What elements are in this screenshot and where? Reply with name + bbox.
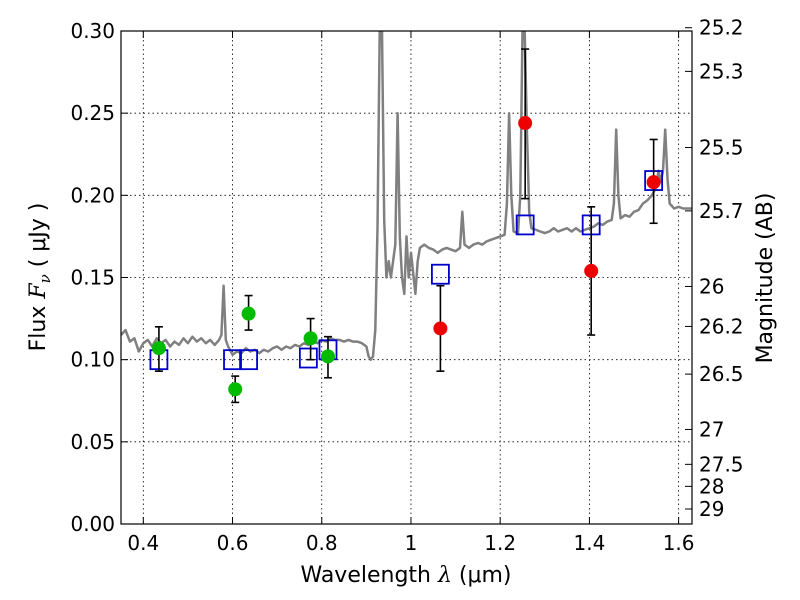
observed-point-marker: [433, 321, 448, 336]
model-square-marker: [431, 263, 450, 285]
y2-tick-label: 25.3: [699, 59, 744, 83]
y2-tick-label: 28: [699, 474, 724, 498]
x-axis-label: Wavelength λ (μm): [300, 563, 511, 588]
model-square-marker: [239, 349, 258, 371]
x-tick-label: 1.4: [573, 531, 605, 555]
observed-point-marker: [303, 331, 318, 346]
grid: [121, 31, 692, 524]
spectrum-line: [121, 31, 692, 361]
observed-point-marker: [646, 175, 661, 190]
model-square-marker: [515, 214, 535, 236]
x-tick-label: 1.2: [484, 531, 516, 555]
x-tick-label: 1: [405, 531, 418, 555]
y-tick-label: 0.15: [70, 266, 115, 290]
x-tick-label: 1.6: [663, 531, 695, 555]
y2-tick-label: 25.7: [699, 199, 744, 223]
y-tick-label: 0.05: [70, 430, 115, 454]
y-tick-label: 0.30: [70, 19, 115, 43]
y-axis-label: Flux Fν ( μJy ): [26, 203, 54, 352]
y2-tick-label: 29: [699, 497, 724, 521]
observed-point-marker: [241, 306, 256, 321]
x-tick-label: 0.6: [217, 531, 249, 555]
model-square-marker: [298, 347, 318, 369]
y2-tick-label: 26.2: [699, 314, 744, 338]
observed-point-marker: [518, 116, 533, 131]
y-tick-label: 0.10: [70, 348, 115, 372]
model-square-marker: [223, 349, 242, 371]
y2-tick-label: 26.5: [699, 362, 744, 386]
y2-axis-label: Magnitude (AB): [753, 193, 778, 364]
x-tick-label: 0.8: [306, 531, 338, 555]
observed-point-marker: [320, 349, 335, 364]
y-tick-label: 0.00: [70, 512, 115, 536]
observed-point-marker: [228, 382, 243, 397]
x-tick-label: 0.4: [127, 531, 159, 555]
y2-tick-label: 27: [699, 417, 724, 441]
observed-point-marker: [151, 341, 166, 356]
spectrum-layer: [121, 31, 692, 361]
y2-tick-label: 27.5: [699, 452, 744, 476]
ticks: 0.4 0.6 0.8 1 1.2 1.4 1.6 0.00 0.05 0.10 0.15 0.20 0…: [70, 16, 743, 555]
y2-tick-label: 26: [699, 274, 724, 298]
y-tick-label: 0.20: [70, 183, 115, 207]
marker-layer: [149, 48, 664, 404]
observed-point-marker: [584, 263, 599, 278]
y-tick-label: 0.25: [70, 101, 115, 125]
y2-tick-label: 25.5: [699, 136, 744, 160]
y2-tick-label: 25.2: [699, 16, 744, 40]
